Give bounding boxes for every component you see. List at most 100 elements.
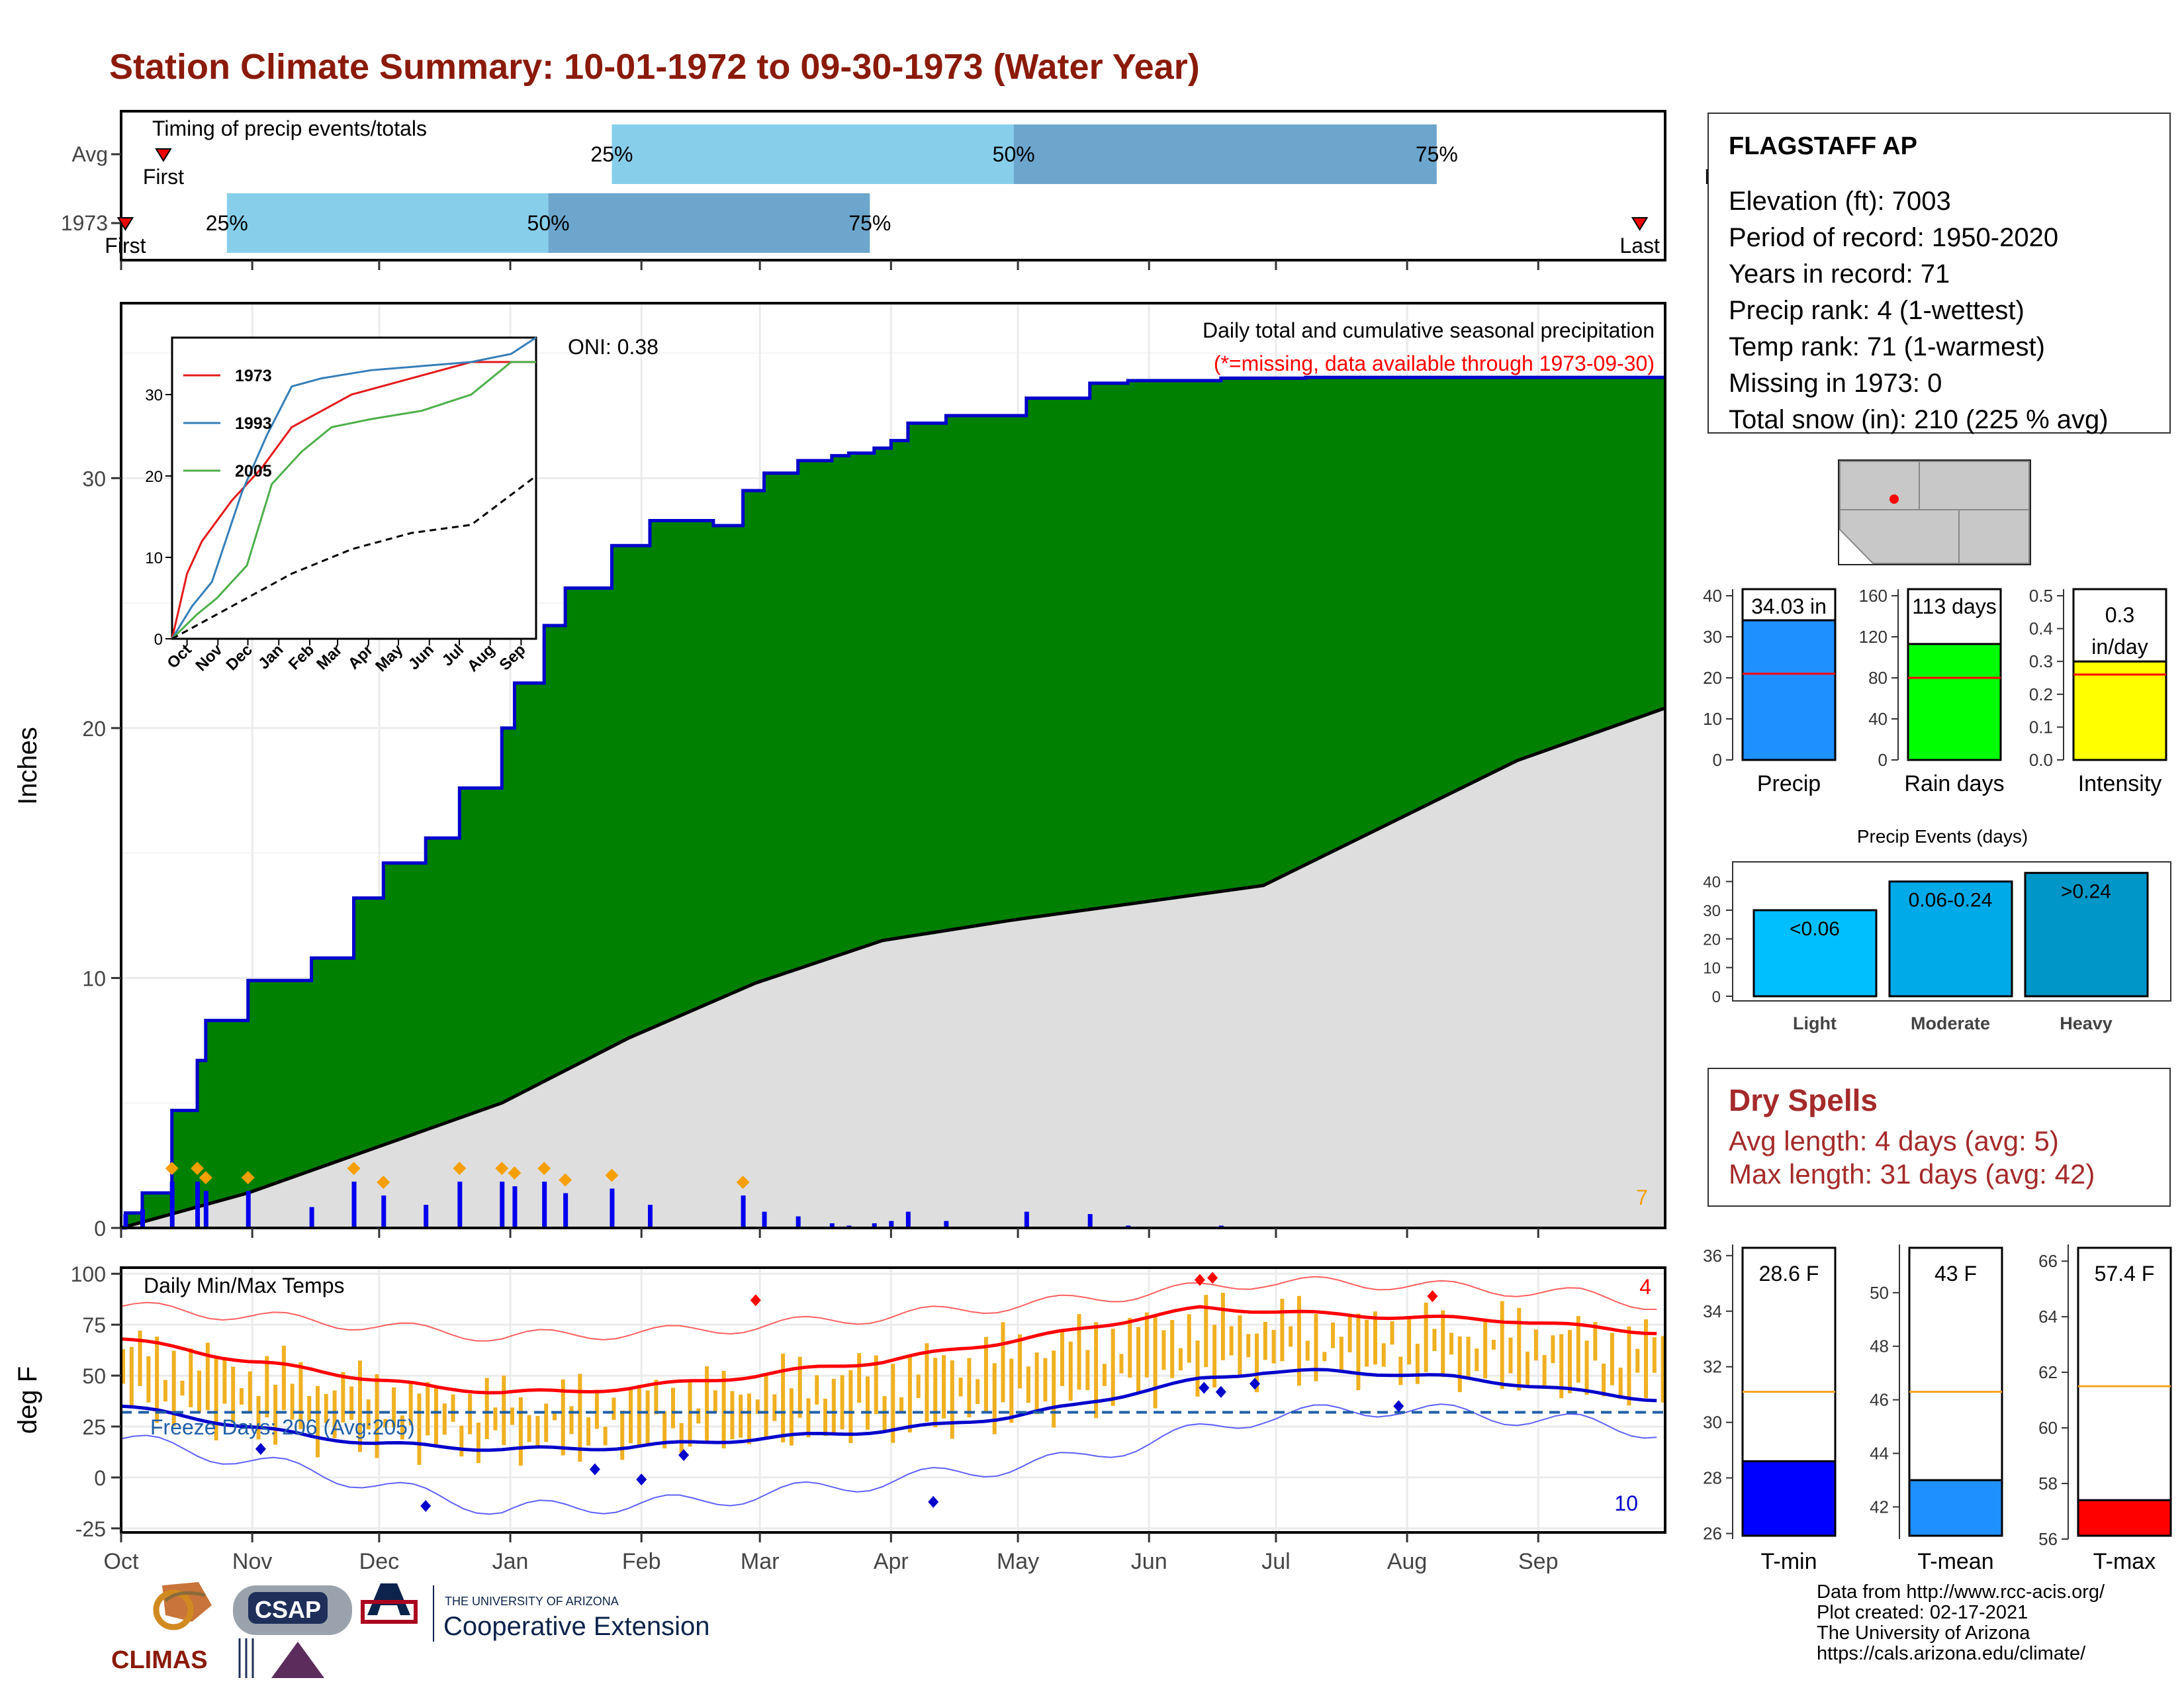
daily-temp-bar — [1407, 1316, 1412, 1365]
daily-precip-bar — [195, 1182, 201, 1228]
station-name: FLAGSTAFF AP — [1729, 132, 1917, 160]
cumulative-precip-line — [121, 375, 1665, 1230]
timing-marker-label: First — [143, 165, 184, 189]
daily-precip-bar — [829, 1223, 835, 1228]
summary-bar-name: Intensity — [2078, 771, 2162, 796]
snow-marker — [537, 1162, 551, 1175]
daily-temp-bar — [468, 1393, 473, 1434]
daily-temp-bar — [502, 1376, 506, 1445]
ua-logo: THE UNIVERSITY OF ARIZONA Cooperative Ex… — [361, 1583, 709, 1642]
daily-temp-bar — [730, 1391, 735, 1440]
daily-temp-bar — [239, 1388, 244, 1405]
daily-temp-bar — [214, 1358, 218, 1440]
daily-temp-bar — [772, 1394, 777, 1421]
daily-temp-bar — [1593, 1322, 1598, 1361]
daily-temp-bar — [366, 1399, 371, 1430]
summary-y-tick: 0.2 — [2029, 684, 2053, 704]
station-period: Period of record: 1950-2020 — [1729, 223, 2059, 252]
daily-temp-bar — [1347, 1315, 1352, 1352]
daily-temp-bar — [992, 1363, 997, 1434]
summary-bar-label-box — [1907, 588, 2002, 645]
station-precip-rank: Precip rank: 4 (1-wettest) — [1729, 296, 2025, 325]
temp-summary-name: T-min — [1761, 1549, 1817, 1574]
daily-temp-bar — [857, 1353, 862, 1403]
temp-y-tick: 75 — [82, 1313, 106, 1337]
daily-temp-bar — [1542, 1355, 1547, 1387]
daily-temp-bar — [189, 1348, 193, 1407]
temp-summary-bar — [2077, 1499, 2172, 1537]
events-category: Moderate — [1911, 1013, 1990, 1033]
freeze-days-label: Freeze Days: 206 (Avg:205) — [150, 1415, 415, 1439]
daily-temp-bar — [1576, 1316, 1580, 1383]
daily-temp-bar — [721, 1370, 726, 1448]
month-tick-label: Jan — [492, 1549, 529, 1574]
page-title: Station Climate Summary: 10-01-1972 to 0… — [109, 47, 1200, 87]
climas-logo: CLIMAS — [111, 1582, 212, 1674]
daily-temp-bar — [1635, 1348, 1640, 1373]
summary-y-tick: 30 — [1703, 627, 1722, 647]
record-low-marker — [928, 1495, 939, 1508]
credits: Data from http://www.rcc-acis.org/ Plot … — [1817, 1582, 2105, 1664]
daily-precip-bar — [647, 1205, 653, 1228]
events-category: Heavy — [2060, 1013, 2113, 1033]
ua-logo-line2: Cooperative Extension — [443, 1612, 709, 1641]
snow-marker — [191, 1162, 205, 1175]
daily-precip-bar — [1024, 1211, 1029, 1228]
summary-y-tick: 160 — [1859, 586, 1888, 606]
daily-precip-bar — [424, 1205, 429, 1228]
inset-legend-label: 2005 — [235, 462, 272, 481]
timing-pct-label: 25% — [590, 142, 633, 166]
credit-line: Plot created: 02-17-2021 — [1817, 1602, 2028, 1623]
summary-bar-name: Rain days — [1904, 771, 2004, 796]
station-temp-rank: Temp rank: 71 (1-warmest) — [1729, 332, 2045, 361]
daily-temp-bar — [569, 1406, 574, 1434]
daily-temp-bar — [1441, 1310, 1445, 1378]
daily-temp-bar — [1018, 1334, 1023, 1389]
daily-temp-bar — [925, 1343, 929, 1422]
daily-precip-bar — [741, 1196, 746, 1228]
timing-pct-label: 75% — [1416, 142, 1458, 166]
inset-y-tick: 30 — [145, 387, 163, 404]
daily-temp-bar — [171, 1350, 176, 1427]
events-bar-label: <0.06 — [1790, 918, 1840, 940]
daily-temp-bar — [544, 1403, 549, 1442]
daily-temp-bar — [1331, 1323, 1336, 1348]
daily-temp-bar — [1246, 1334, 1251, 1358]
events-y-tick: 40 — [1703, 874, 1721, 892]
record-low-marker — [1215, 1385, 1226, 1398]
summary-bar-value: 0.3 — [2105, 603, 2134, 627]
daily-temp-bar — [1567, 1330, 1572, 1393]
daily-temp-bar — [1263, 1321, 1267, 1360]
timing-panel: Timing of precip events/totals Avg 25% 50%… — [61, 110, 1745, 261]
daily-temp-bar — [1153, 1315, 1158, 1409]
inset-series-line — [171, 361, 536, 639]
daily-temp-bar — [163, 1380, 167, 1402]
daily-temp-bar — [899, 1397, 904, 1413]
daily-temp-bar — [265, 1356, 269, 1418]
daily-temp-bar — [797, 1356, 802, 1418]
month-tick-label: Jun — [1131, 1549, 1167, 1574]
temp-summary-value: 28.6 F — [1759, 1262, 1819, 1286]
month-tick-label: Mar — [741, 1549, 780, 1574]
record-low-marker — [420, 1500, 432, 1512]
timing-bar-25-50 — [612, 124, 1014, 184]
daily-temp-bar — [1457, 1336, 1462, 1392]
month-tick-label: Feb — [622, 1549, 661, 1574]
daily-precip-bar — [381, 1196, 387, 1228]
daily-temp-bar — [1305, 1340, 1310, 1361]
daily-temp-bar — [1136, 1327, 1141, 1394]
daily-temp-bar — [1289, 1326, 1293, 1347]
record-high-marker — [750, 1294, 761, 1307]
record-low-marker — [1249, 1378, 1260, 1390]
daily-temp-bar — [789, 1388, 794, 1446]
inset-legend-label: 1993 — [235, 414, 272, 433]
daily-temp-bar — [1102, 1364, 1107, 1386]
daily-temp-bar — [1111, 1329, 1115, 1406]
daily-precip-bar — [610, 1188, 615, 1228]
climas-logo-text: CLIMAS — [111, 1646, 208, 1674]
daily-temp-bar — [1085, 1350, 1090, 1390]
daily-temp-bar — [1280, 1299, 1285, 1362]
summary-bar-name: Precip — [1757, 771, 1821, 796]
daily-temp-bar — [1424, 1302, 1428, 1372]
